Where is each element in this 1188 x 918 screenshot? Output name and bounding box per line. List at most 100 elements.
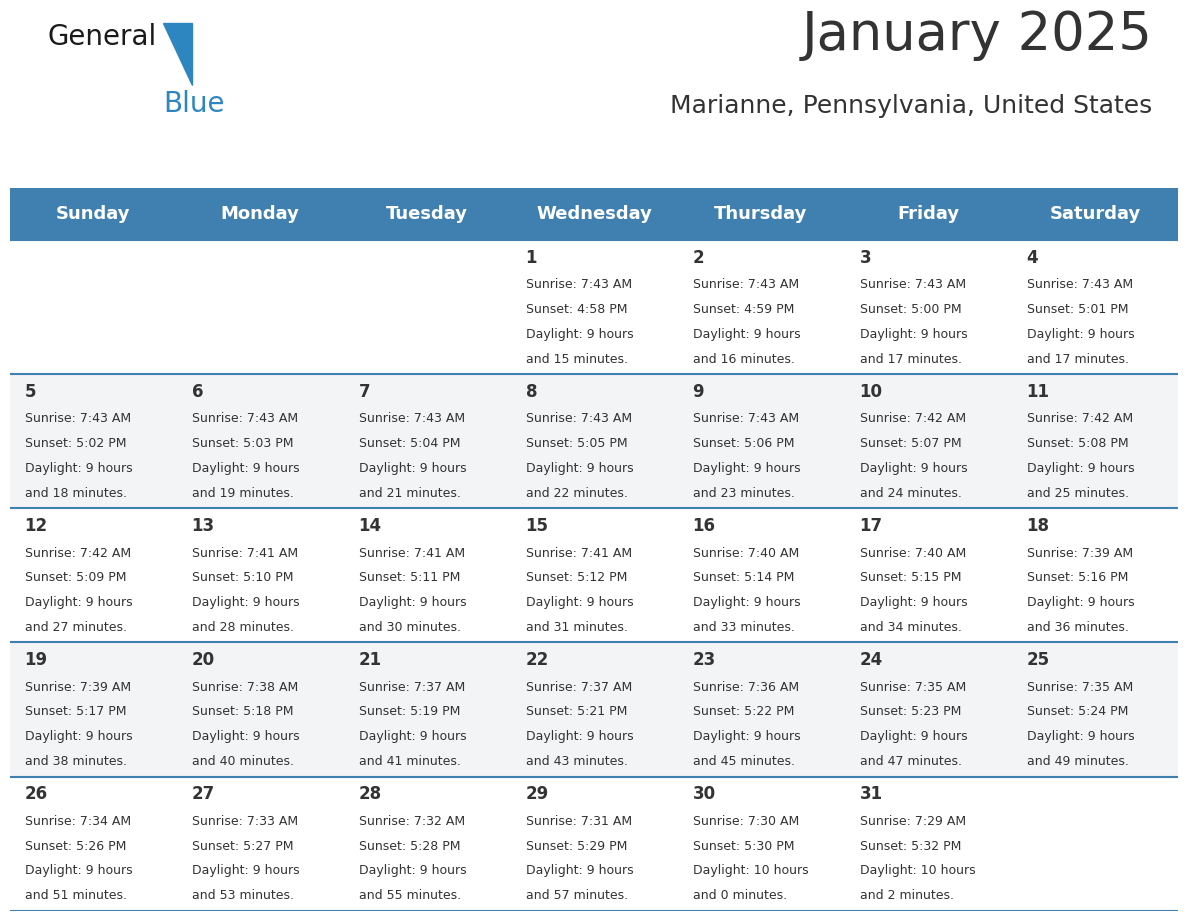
Text: 31: 31 — [860, 785, 883, 803]
Text: Sunset: 5:10 PM: Sunset: 5:10 PM — [191, 571, 293, 585]
Text: Sunrise: 7:43 AM: Sunrise: 7:43 AM — [25, 412, 131, 425]
Text: Sunrise: 7:43 AM: Sunrise: 7:43 AM — [693, 412, 798, 425]
Text: Sunrise: 7:41 AM: Sunrise: 7:41 AM — [191, 546, 298, 560]
Text: 5: 5 — [25, 383, 36, 401]
Text: 4: 4 — [1026, 249, 1038, 267]
Text: Daylight: 10 hours: Daylight: 10 hours — [860, 865, 975, 878]
Text: Daylight: 9 hours: Daylight: 9 hours — [359, 596, 466, 610]
Text: and 31 minutes.: and 31 minutes. — [525, 621, 627, 634]
Text: Tuesday: Tuesday — [386, 206, 468, 223]
Text: 14: 14 — [359, 517, 381, 535]
Text: 19: 19 — [25, 651, 48, 669]
Text: Sunrise: 7:42 AM: Sunrise: 7:42 AM — [1026, 412, 1132, 425]
Text: Daylight: 9 hours: Daylight: 9 hours — [860, 730, 967, 744]
Text: Sunset: 5:24 PM: Sunset: 5:24 PM — [1026, 705, 1127, 719]
Text: Sunrise: 7:31 AM: Sunrise: 7:31 AM — [525, 815, 632, 828]
Text: and 21 minutes.: and 21 minutes. — [359, 487, 461, 500]
Text: 29: 29 — [525, 785, 549, 803]
Text: 2: 2 — [693, 249, 704, 267]
Text: 20: 20 — [191, 651, 215, 669]
Text: 8: 8 — [525, 383, 537, 401]
Text: 7: 7 — [359, 383, 371, 401]
Text: and 17 minutes.: and 17 minutes. — [860, 353, 961, 365]
Text: and 24 minutes.: and 24 minutes. — [860, 487, 961, 500]
Bar — [10, 777, 1178, 911]
Text: Daylight: 9 hours: Daylight: 9 hours — [860, 462, 967, 476]
Text: Sunrise: 7:35 AM: Sunrise: 7:35 AM — [860, 680, 966, 694]
Text: and 16 minutes.: and 16 minutes. — [693, 353, 795, 365]
Text: Sunrise: 7:38 AM: Sunrise: 7:38 AM — [191, 680, 298, 694]
Text: Daylight: 9 hours: Daylight: 9 hours — [1026, 328, 1135, 341]
Text: Sunrise: 7:43 AM: Sunrise: 7:43 AM — [860, 278, 966, 291]
Text: Wednesday: Wednesday — [536, 206, 652, 223]
Text: and 38 minutes.: and 38 minutes. — [25, 756, 127, 768]
Text: 25: 25 — [1026, 651, 1050, 669]
Text: Sunset: 5:07 PM: Sunset: 5:07 PM — [860, 437, 961, 450]
Text: Sunrise: 7:40 AM: Sunrise: 7:40 AM — [860, 546, 966, 560]
Text: Sunset: 5:04 PM: Sunset: 5:04 PM — [359, 437, 460, 450]
Text: 16: 16 — [693, 517, 715, 535]
Text: Sunset: 5:23 PM: Sunset: 5:23 PM — [860, 705, 961, 719]
Text: Sunday: Sunday — [56, 206, 131, 223]
Text: Sunrise: 7:43 AM: Sunrise: 7:43 AM — [1026, 278, 1132, 291]
Text: Sunset: 4:59 PM: Sunset: 4:59 PM — [693, 303, 794, 316]
Text: Sunset: 5:02 PM: Sunset: 5:02 PM — [25, 437, 126, 450]
Text: Sunrise: 7:39 AM: Sunrise: 7:39 AM — [1026, 546, 1132, 560]
Text: and 15 minutes.: and 15 minutes. — [525, 353, 627, 365]
Text: #1a1a1a: #1a1a1a — [50, 34, 56, 35]
Text: Daylight: 9 hours: Daylight: 9 hours — [1026, 730, 1135, 744]
Text: and 25 minutes.: and 25 minutes. — [1026, 487, 1129, 500]
Text: 13: 13 — [191, 517, 215, 535]
Text: Blue: Blue — [163, 90, 225, 118]
Text: and 49 minutes.: and 49 minutes. — [1026, 756, 1129, 768]
Bar — [10, 241, 1178, 375]
Text: Daylight: 9 hours: Daylight: 9 hours — [1026, 462, 1135, 476]
Text: Sunset: 5:05 PM: Sunset: 5:05 PM — [525, 437, 627, 450]
Text: Sunset: 5:17 PM: Sunset: 5:17 PM — [25, 705, 126, 719]
Text: Sunset: 5:06 PM: Sunset: 5:06 PM — [693, 437, 794, 450]
Text: 23: 23 — [693, 651, 716, 669]
Text: Sunrise: 7:42 AM: Sunrise: 7:42 AM — [860, 412, 966, 425]
Text: Daylight: 9 hours: Daylight: 9 hours — [525, 596, 633, 610]
Text: Daylight: 9 hours: Daylight: 9 hours — [359, 730, 466, 744]
Text: Sunrise: 7:39 AM: Sunrise: 7:39 AM — [25, 680, 131, 694]
Text: Sunset: 5:15 PM: Sunset: 5:15 PM — [860, 571, 961, 585]
Text: Sunrise: 7:34 AM: Sunrise: 7:34 AM — [25, 815, 131, 828]
Text: and 23 minutes.: and 23 minutes. — [693, 487, 795, 500]
Text: and 22 minutes.: and 22 minutes. — [525, 487, 627, 500]
Text: and 30 minutes.: and 30 minutes. — [359, 621, 461, 634]
Text: Sunrise: 7:32 AM: Sunrise: 7:32 AM — [359, 815, 465, 828]
Text: Daylight: 9 hours: Daylight: 9 hours — [191, 730, 299, 744]
Text: 3: 3 — [860, 249, 871, 267]
Text: and 40 minutes.: and 40 minutes. — [191, 756, 293, 768]
Text: Sunrise: 7:37 AM: Sunrise: 7:37 AM — [525, 680, 632, 694]
Text: Daylight: 9 hours: Daylight: 9 hours — [191, 596, 299, 610]
Bar — [10, 509, 1178, 643]
Text: Sunrise: 7:41 AM: Sunrise: 7:41 AM — [359, 546, 465, 560]
Text: Daylight: 9 hours: Daylight: 9 hours — [525, 328, 633, 341]
Text: 17: 17 — [860, 517, 883, 535]
Text: Daylight: 9 hours: Daylight: 9 hours — [359, 865, 466, 878]
Text: Sunrise: 7:30 AM: Sunrise: 7:30 AM — [693, 815, 798, 828]
Text: Sunset: 5:09 PM: Sunset: 5:09 PM — [25, 571, 126, 585]
Text: 12: 12 — [25, 517, 48, 535]
Text: 26: 26 — [25, 785, 48, 803]
Text: 27: 27 — [191, 785, 215, 803]
Text: Daylight: 9 hours: Daylight: 9 hours — [359, 462, 466, 476]
Text: 11: 11 — [1026, 383, 1049, 401]
Text: and 47 minutes.: and 47 minutes. — [860, 756, 961, 768]
Text: Daylight: 9 hours: Daylight: 9 hours — [25, 462, 132, 476]
Text: Sunrise: 7:43 AM: Sunrise: 7:43 AM — [525, 412, 632, 425]
Text: Sunset: 5:01 PM: Sunset: 5:01 PM — [1026, 303, 1129, 316]
Text: Sunset: 5:30 PM: Sunset: 5:30 PM — [693, 840, 794, 853]
Text: Sunset: 5:21 PM: Sunset: 5:21 PM — [525, 705, 627, 719]
Text: and 51 minutes.: and 51 minutes. — [25, 890, 127, 902]
Text: and 41 minutes.: and 41 minutes. — [359, 756, 461, 768]
Text: Sunrise: 7:43 AM: Sunrise: 7:43 AM — [359, 412, 465, 425]
Text: 21: 21 — [359, 651, 381, 669]
Text: Sunset: 5:08 PM: Sunset: 5:08 PM — [1026, 437, 1129, 450]
Text: 22: 22 — [525, 651, 549, 669]
Text: and 28 minutes.: and 28 minutes. — [191, 621, 293, 634]
Text: Daylight: 9 hours: Daylight: 9 hours — [525, 730, 633, 744]
Bar — [10, 643, 1178, 777]
